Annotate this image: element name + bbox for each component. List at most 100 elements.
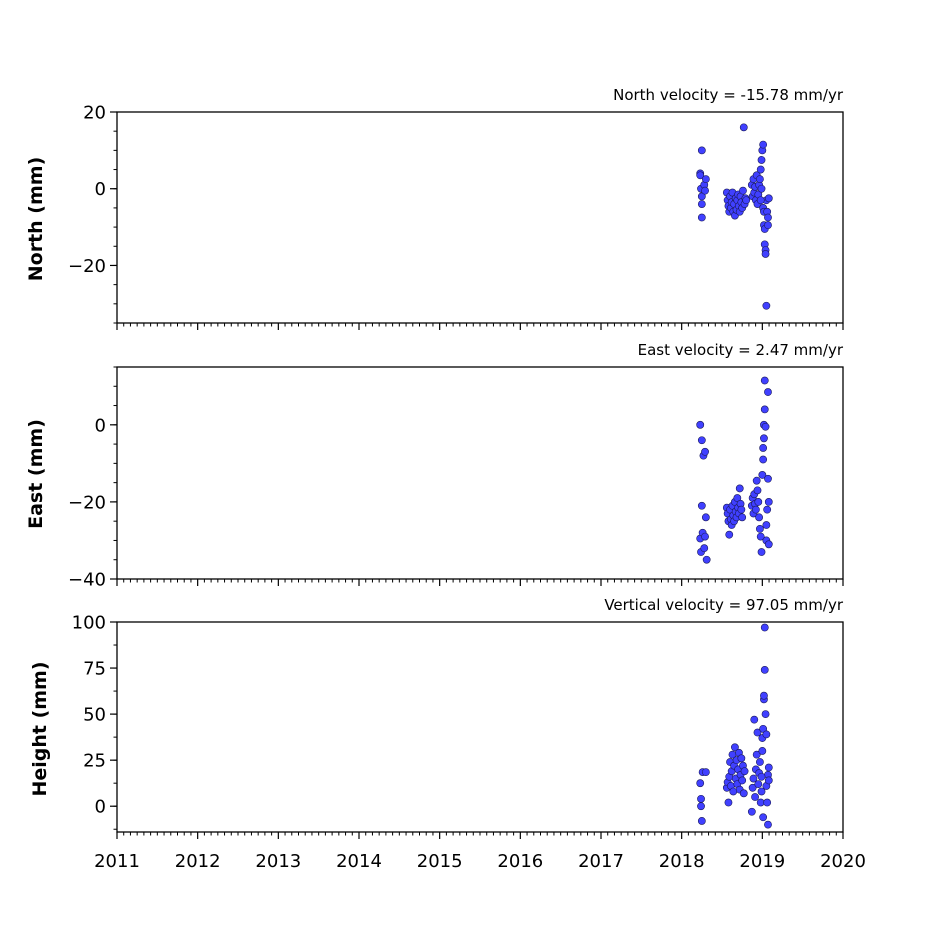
- north-data-point: [739, 186, 747, 195]
- height-y-tick-label: 50: [83, 705, 106, 726]
- height-data-point: [740, 767, 749, 776]
- height-data-point: [757, 772, 766, 781]
- height-x-tick-label: 2020: [820, 851, 866, 872]
- east-data-point: [697, 501, 706, 510]
- height-data-point: [749, 774, 758, 783]
- height-data-point: [731, 743, 739, 752]
- east-data-point: [760, 405, 769, 414]
- east-data-point: [764, 540, 773, 549]
- east-data-point: [700, 544, 709, 553]
- height-data-point: [758, 747, 767, 755]
- height-data-point: [756, 798, 765, 807]
- height-x-tick-label: 2013: [255, 851, 301, 872]
- vertical-velocity-label: Vertical velocity = 97.05 mm/yr: [604, 596, 844, 614]
- height-data-point: [761, 710, 770, 719]
- east-data-point: [735, 484, 744, 493]
- north-data-point: [701, 175, 710, 184]
- north-y-tick-label: 0: [95, 179, 106, 200]
- height-data-point: [739, 789, 748, 798]
- north-data-point: [756, 165, 765, 174]
- east-data-point: [761, 422, 770, 431]
- height-x-tick-label: 2012: [175, 851, 221, 872]
- east-data-point: [737, 505, 746, 514]
- north-data-point: [757, 156, 766, 164]
- north-data-point: [764, 194, 773, 203]
- north-data-point: [756, 196, 765, 205]
- height-data-point: [738, 776, 747, 785]
- north-data-point: [764, 213, 772, 222]
- north-y-tick-label: 20: [83, 103, 106, 124]
- height-data-point: [759, 813, 768, 822]
- north-data-point: [761, 250, 770, 258]
- height-data-point: [752, 750, 761, 759]
- north-data-point: [762, 301, 771, 310]
- east-data-point: [760, 434, 768, 443]
- height-x-tick-label: 2017: [578, 851, 624, 872]
- height-x-tick-label: 2016: [497, 851, 543, 872]
- height-y-tick-label: 75: [83, 659, 106, 680]
- north-velocity-label: North velocity = -15.78 mm/yr: [613, 86, 844, 104]
- east-data-point: [756, 532, 765, 541]
- height-data-point: [763, 798, 772, 807]
- north-y-tick-label: −20: [68, 256, 106, 277]
- east-axes-frame: [116, 366, 844, 580]
- north-data-point: [697, 146, 706, 155]
- north-data-point: [701, 186, 709, 195]
- height-y-tick-label: 100: [72, 613, 106, 634]
- east-data-point: [760, 376, 769, 385]
- height-x-tick-label: 2019: [739, 851, 785, 872]
- east-velocity-label: East velocity = 2.47 mm/yr: [638, 341, 844, 359]
- north-data-point: [697, 200, 706, 208]
- height-data-point: [757, 787, 766, 796]
- east-data-point: [701, 532, 709, 541]
- height-x-tick-label: 2014: [336, 851, 382, 872]
- east-panel: East velocity = 2.47 mm/yr East (mm) 0 −2…: [25, 341, 844, 591]
- east-data-point: [756, 524, 764, 533]
- north-data-point: [739, 123, 748, 132]
- east-data-point: [752, 476, 761, 485]
- height-panel: Vertical velocity = 97.05 mm/yr Height (…: [29, 596, 866, 872]
- north-data-point: [757, 184, 766, 193]
- east-y-axis-label: East (mm): [25, 419, 47, 529]
- height-x-tick-label: 2015: [417, 851, 463, 872]
- height-data-point: [724, 798, 733, 807]
- east-data-point: [725, 530, 734, 539]
- east-y-tick-label: −20: [68, 492, 106, 513]
- east-data-point: [764, 388, 772, 396]
- height-data-point: [748, 783, 757, 792]
- height-data-point: [729, 787, 738, 796]
- east-data-point: [701, 447, 709, 456]
- north-data-point: [759, 140, 768, 149]
- east-data-point: [697, 436, 706, 445]
- height-data-point: [760, 665, 769, 674]
- height-data-point: [701, 768, 710, 777]
- height-data-point: [760, 691, 768, 700]
- east-data-point: [754, 498, 763, 506]
- height-data-point: [751, 793, 759, 801]
- east-data-point: [702, 555, 711, 564]
- height-axes-frame: [116, 621, 844, 833]
- height-data-point: [762, 730, 771, 739]
- east-data-point: [764, 474, 772, 483]
- height-data-point: [697, 794, 705, 803]
- height-data-point: [697, 802, 705, 811]
- east-data-point: [758, 471, 767, 479]
- east-data-point: [753, 486, 762, 495]
- height-data-point: [750, 715, 759, 724]
- east-data-point: [759, 444, 768, 452]
- height-data-point: [754, 780, 763, 789]
- north-data-point: [756, 175, 764, 184]
- east-data-point: [755, 513, 764, 522]
- height-y-axis-label: Height (mm): [29, 661, 51, 796]
- height-x-tick-label: 2018: [659, 851, 705, 872]
- east-data-point: [738, 513, 747, 522]
- east-data-point: [764, 498, 773, 506]
- east-data-point: [762, 521, 771, 529]
- east-y-tick-label: −40: [68, 570, 106, 591]
- north-panel: North velocity = -15.78 mm/yr North (mm)…: [25, 86, 844, 330]
- height-data-point: [747, 807, 756, 816]
- east-data-point: [757, 548, 766, 556]
- height-data-point: [737, 754, 746, 763]
- east-data-point: [759, 455, 768, 464]
